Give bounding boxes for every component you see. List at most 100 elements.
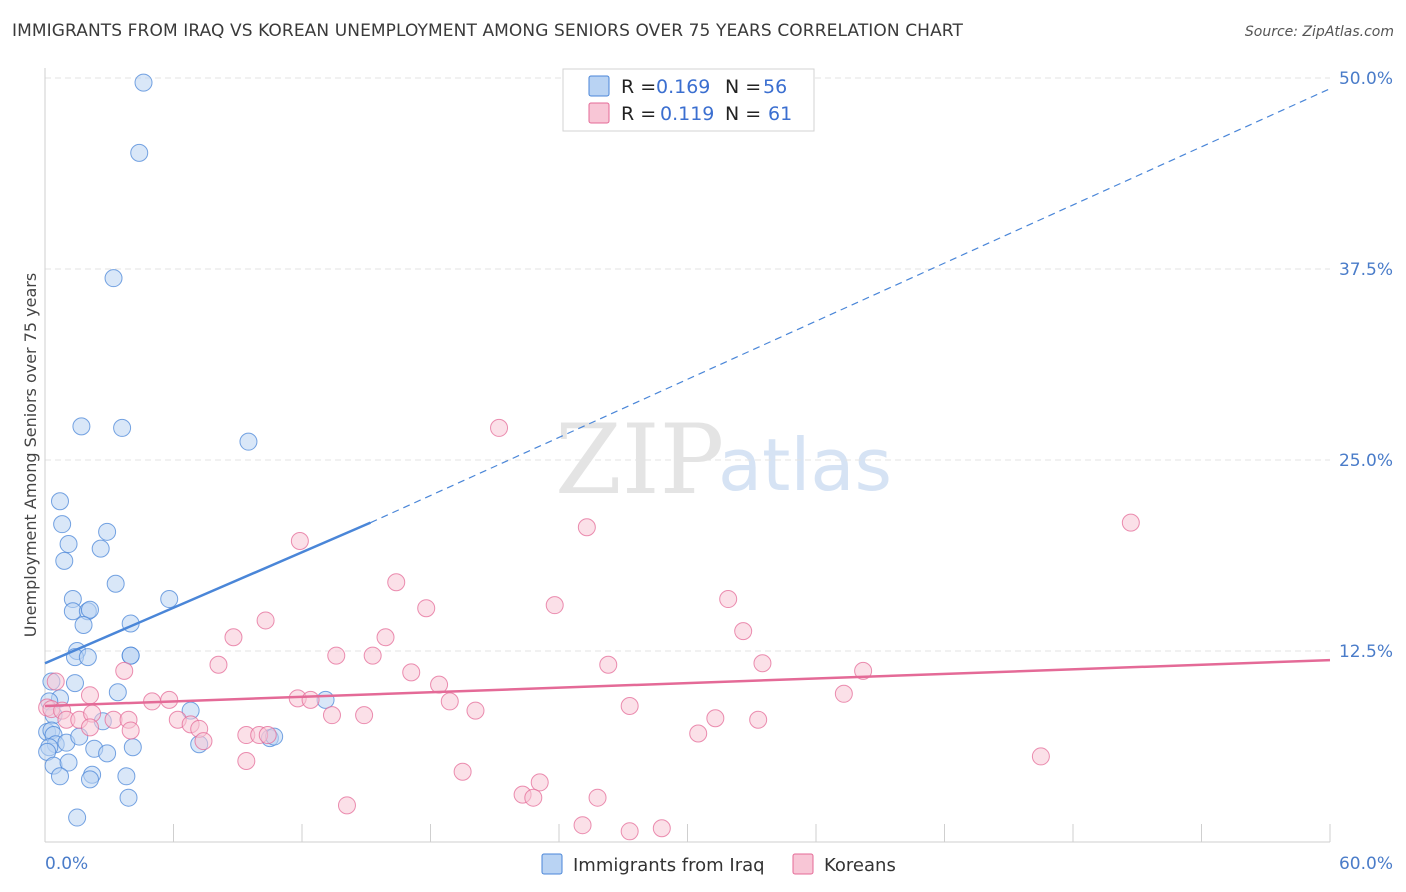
tick-labels: 12.5% 25.0% 37.5% 50.0% 0.0% 60.0% [45, 69, 1393, 874]
point-iraq-17 [80, 600, 99, 619]
point-iraq-53 [119, 788, 138, 807]
trend-line-iraq-extension [370, 88, 1331, 524]
point-iraq-54 [68, 808, 87, 827]
point-korean-11 [376, 628, 395, 647]
point-korean-43 [620, 697, 639, 716]
chart-title: IMMIGRANTS FROM IRAQ VS KOREAN UNEMPLOYM… [12, 21, 963, 41]
y-tick-label-1: 25.0% [1339, 451, 1393, 471]
legend-n-value-korean: 61 [768, 103, 792, 125]
point-korean-0 [490, 418, 509, 437]
point-iraq-3 [72, 417, 91, 436]
point-korean-46 [749, 710, 768, 729]
point-iraq-4 [113, 418, 132, 437]
point-iraq-52 [117, 767, 136, 786]
bottom-legend-swatch-korean [792, 853, 814, 875]
point-korean-58 [524, 788, 543, 807]
point-korean-48 [121, 721, 140, 740]
point-iraq-15 [63, 602, 82, 621]
point-iraq-9 [98, 522, 117, 541]
point-iraq-8 [59, 535, 78, 554]
point-korean-16 [753, 654, 772, 673]
bottom-legend-label-korean: Koreans [824, 855, 896, 876]
point-korean-60 [588, 788, 607, 807]
point-korean-59 [337, 796, 356, 815]
point-korean-10 [224, 628, 243, 647]
point-korean-12 [327, 646, 346, 665]
trend-lines [44, 88, 1331, 708]
point-iraq-43 [98, 744, 117, 763]
legend-r-value-korean: 0.119 [660, 103, 714, 125]
x-tick-label-start: 0.0% [45, 854, 88, 874]
point-korean-56 [530, 773, 549, 792]
point-korean-7 [719, 590, 738, 609]
point-iraq-48 [59, 753, 78, 772]
point-korean-54 [1031, 747, 1050, 766]
point-korean-52 [258, 726, 277, 745]
point-iraq-51 [80, 770, 99, 789]
trend-line-iraq [44, 521, 372, 665]
point-korean-26 [301, 690, 320, 709]
point-korean-8 [256, 611, 275, 630]
point-korean-24 [160, 690, 179, 709]
point-korean-47 [80, 718, 99, 737]
point-korean-2 [577, 518, 596, 537]
point-korean-20 [402, 663, 421, 682]
point-korean-53 [237, 752, 256, 771]
point-iraq-6 [50, 492, 69, 511]
point-iraq-1 [130, 143, 149, 162]
point-korean-1 [1121, 513, 1140, 532]
legend-swatch-iraq [588, 75, 610, 97]
point-korean-61 [573, 816, 592, 835]
point-iraq-22 [78, 648, 97, 667]
point-korean-28 [834, 684, 853, 703]
y-tick-label-0: 12.5% [1339, 642, 1393, 662]
point-korean-19 [46, 672, 65, 691]
point-korean-15 [599, 655, 618, 674]
y-tick-label-3: 50.0% [1339, 69, 1393, 89]
point-korean-9 [734, 622, 753, 641]
point-korean-5 [417, 599, 436, 618]
legend-r-label-iraq: R = [621, 76, 656, 98]
source-credit: Source: ZipAtlas.com [1244, 24, 1394, 40]
point-korean-4 [387, 573, 406, 592]
legend-box: R = 0.169 N = 56 R = 0.119 N = 61 [562, 68, 815, 132]
point-korean-62 [620, 822, 639, 841]
point-iraq-49 [50, 767, 69, 786]
point-iraq-13 [160, 590, 179, 609]
legend-swatch-korean [588, 102, 610, 124]
point-korean-14 [209, 655, 228, 674]
point-iraq-33 [316, 690, 335, 709]
legend-r-label-korean: R = [621, 103, 656, 125]
watermark-atlas: atlas [718, 423, 892, 507]
point-korean-42 [466, 701, 485, 720]
point-korean-17 [854, 661, 873, 680]
series-korean-points [38, 418, 1140, 841]
point-korean-45 [706, 709, 725, 728]
point-korean-40 [322, 706, 341, 725]
point-korean-63 [652, 819, 671, 838]
x-tick-label-end: 60.0% [1339, 854, 1393, 874]
bottom-legend-swatch-iraq [541, 853, 563, 875]
point-iraq-11 [55, 551, 74, 570]
point-iraq-18 [74, 616, 93, 635]
point-korean-13 [363, 646, 382, 665]
point-iraq-10 [91, 539, 110, 558]
point-iraq-5 [239, 432, 258, 451]
point-korean-3 [290, 531, 309, 550]
point-korean-44 [689, 724, 708, 743]
point-korean-6 [545, 596, 564, 615]
bottom-legend-label-iraq: Immigrants from Iraq [573, 855, 765, 876]
point-iraq-12 [106, 574, 125, 593]
point-iraq-44 [123, 738, 142, 757]
point-iraq-24 [121, 646, 140, 665]
point-korean-41 [355, 706, 374, 725]
bottom-legend: Immigrants from Iraq Koreans [541, 853, 896, 876]
point-korean-27 [440, 692, 459, 711]
point-korean-35 [104, 710, 123, 729]
legend-n-label-korean: N = [725, 103, 761, 125]
point-korean-22 [80, 686, 99, 705]
point-iraq-26 [65, 674, 84, 693]
point-iraq-7 [53, 515, 72, 534]
point-iraq-27 [108, 683, 127, 702]
point-iraq-0 [134, 73, 153, 92]
